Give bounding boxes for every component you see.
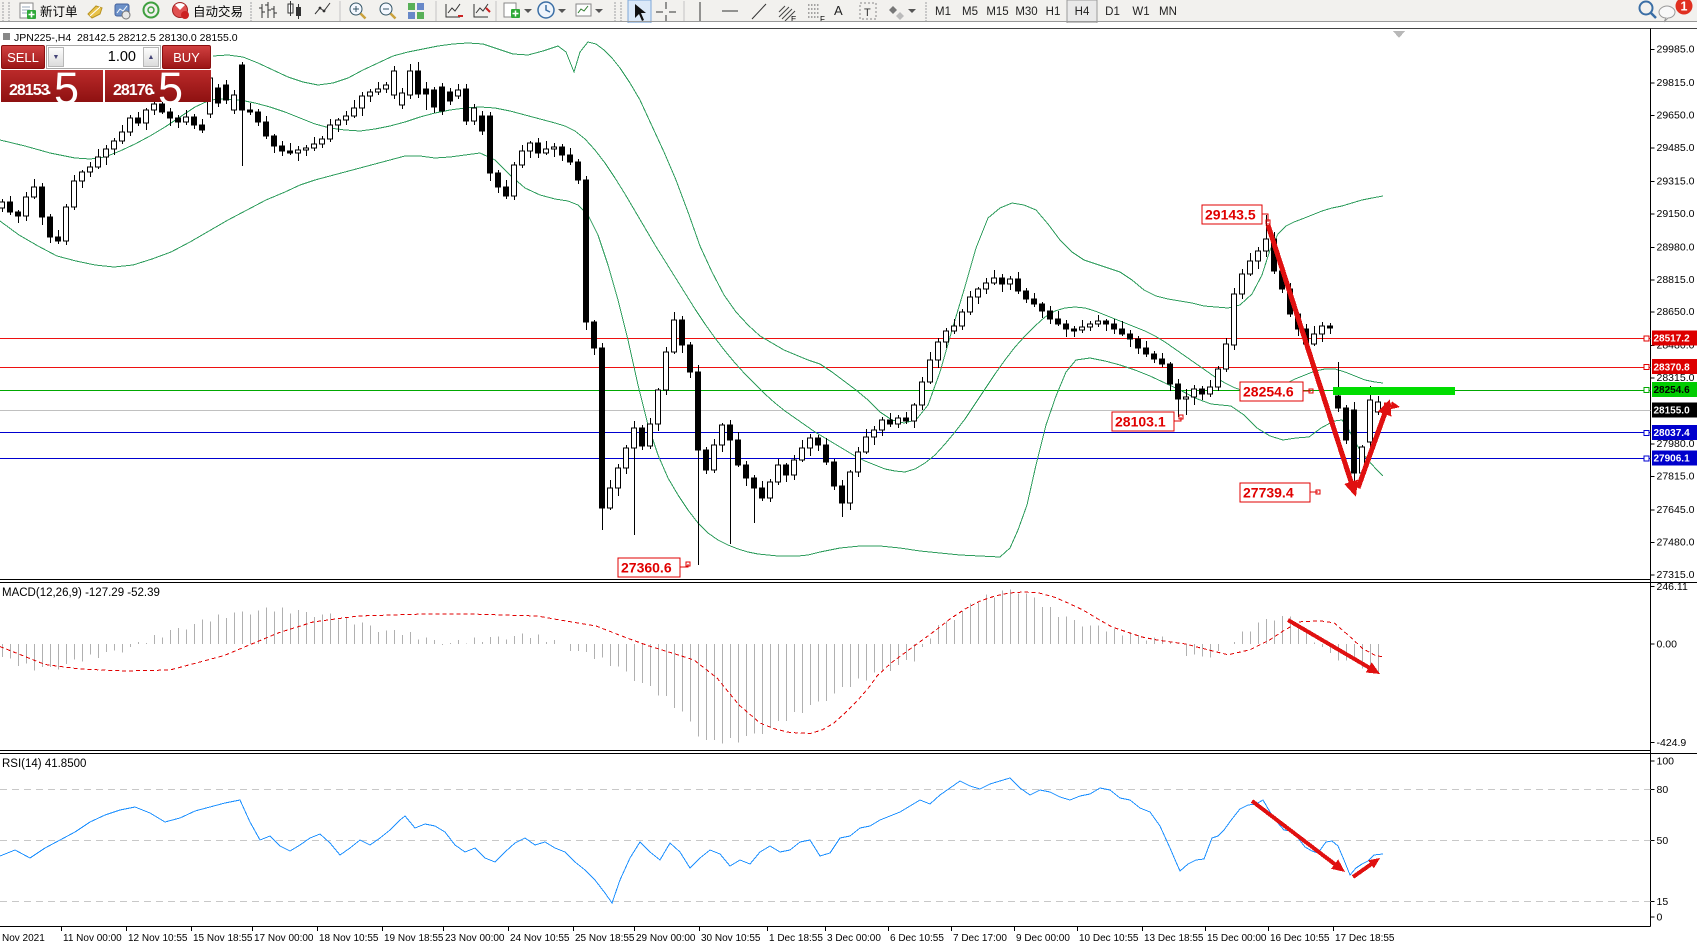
svg-text:A: A [834, 3, 843, 18]
svg-text:M30: M30 [1015, 6, 1037, 18]
svg-text:100: 100 [1657, 756, 1675, 768]
svg-text:9 Dec 00:00: 9 Dec 00:00 [1016, 933, 1070, 944]
svg-text:30 Nov 10:55: 30 Nov 10:55 [701, 933, 761, 944]
svg-text:27980.0: 27980.0 [1657, 438, 1695, 450]
svg-text:28315.0: 28315.0 [1657, 372, 1695, 384]
svg-text:15 Dec 00:00: 15 Dec 00:00 [1207, 933, 1267, 944]
svg-text:27480.0: 27480.0 [1657, 537, 1695, 549]
svg-text:JPN225-,H4 28142.5 28212.5 28: JPN225-,H4 28142.5 28212.5 28130.0 28155… [14, 32, 238, 44]
svg-text:28254.6: 28254.6 [1243, 384, 1294, 400]
svg-text:27815.0: 27815.0 [1657, 471, 1695, 483]
svg-text:7 Dec 17:00: 7 Dec 17:00 [953, 933, 1007, 944]
svg-text:29150.0: 29150.0 [1657, 208, 1695, 220]
svg-text:29143.5: 29143.5 [1205, 207, 1256, 223]
svg-text:新订单: 新订单 [40, 4, 78, 19]
svg-text:M15: M15 [986, 6, 1008, 18]
svg-text:246.11: 246.11 [1657, 581, 1688, 593]
svg-text:29985.0: 29985.0 [1657, 44, 1695, 56]
svg-text:28037.4: 28037.4 [1654, 428, 1691, 439]
svg-text:28815.0: 28815.0 [1657, 274, 1695, 286]
svg-text:T: T [864, 7, 871, 19]
svg-text:3 Dec 00:00: 3 Dec 00:00 [827, 933, 881, 944]
svg-text:24 Nov 10:55: 24 Nov 10:55 [510, 933, 570, 944]
svg-text:15: 15 [1657, 896, 1669, 908]
svg-text:15 Nov 18:55: 15 Nov 18:55 [193, 933, 253, 944]
svg-text:17 Dec 18:55: 17 Dec 18:55 [1335, 933, 1395, 944]
svg-text:29815.0: 29815.0 [1657, 77, 1695, 89]
svg-text:28980.0: 28980.0 [1657, 241, 1695, 253]
svg-text:27739.4: 27739.4 [1243, 485, 1294, 501]
svg-text:27906.1: 27906.1 [1654, 454, 1691, 465]
svg-text:18 Nov 10:55: 18 Nov 10:55 [319, 933, 379, 944]
svg-text:MN: MN [1159, 6, 1177, 18]
svg-text:MACD(12,26,9) -127.29 -52.39: MACD(12,26,9) -127.29 -52.39 [2, 587, 160, 599]
svg-text:H1: H1 [1046, 6, 1061, 18]
svg-text:19 Nov 18:55: 19 Nov 18:55 [384, 933, 444, 944]
svg-text:23 Nov 00:00: 23 Nov 00:00 [445, 933, 505, 944]
svg-text:M1: M1 [935, 6, 951, 18]
svg-text:12 Nov 10:55: 12 Nov 10:55 [128, 933, 188, 944]
svg-text:27360.6: 27360.6 [621, 560, 672, 576]
svg-text:-424.9: -424.9 [1657, 737, 1687, 749]
svg-text:29650.0: 29650.0 [1657, 109, 1695, 121]
svg-text:27315.0: 27315.0 [1657, 569, 1695, 581]
svg-text:F: F [820, 15, 825, 23]
svg-text:28370.8: 28370.8 [1654, 362, 1691, 373]
svg-text:50: 50 [1657, 835, 1669, 847]
svg-text:13 Dec 18:55: 13 Dec 18:55 [1144, 933, 1204, 944]
svg-text:10 Dec 10:55: 10 Dec 10:55 [1079, 933, 1139, 944]
svg-text:6 Dec 10:55: 6 Dec 10:55 [890, 933, 944, 944]
svg-text:Nov 2021: Nov 2021 [2, 933, 45, 944]
svg-text:E: E [791, 15, 796, 23]
svg-text:29 Nov 00:00: 29 Nov 00:00 [636, 933, 696, 944]
svg-text:28155.0: 28155.0 [1654, 406, 1691, 417]
svg-text:28517.2: 28517.2 [1654, 334, 1691, 345]
svg-text:0.00: 0.00 [1657, 638, 1678, 650]
svg-text:80: 80 [1657, 784, 1669, 796]
svg-text:16 Dec 10:55: 16 Dec 10:55 [1270, 933, 1330, 944]
svg-text:1: 1 [1681, 0, 1688, 14]
svg-text:RSI(14) 41.8500: RSI(14) 41.8500 [2, 758, 86, 770]
svg-text:29315.0: 29315.0 [1657, 175, 1695, 187]
svg-text:M5: M5 [962, 6, 978, 18]
svg-text:28254.6: 28254.6 [1654, 385, 1691, 396]
svg-text:28650.0: 28650.0 [1657, 306, 1695, 318]
svg-text:17 Nov 00:00: 17 Nov 00:00 [254, 933, 314, 944]
svg-text:28103.1: 28103.1 [1115, 414, 1166, 430]
svg-text:0: 0 [1657, 912, 1663, 924]
svg-text:11 Nov 00:00: 11 Nov 00:00 [63, 933, 122, 944]
svg-text:29485.0: 29485.0 [1657, 142, 1695, 154]
svg-text:D1: D1 [1105, 6, 1120, 18]
svg-text:27645.0: 27645.0 [1657, 504, 1695, 516]
svg-text:自动交易: 自动交易 [193, 4, 243, 19]
svg-text:1 Dec 18:55: 1 Dec 18:55 [769, 933, 823, 944]
svg-text:25 Nov 18:55: 25 Nov 18:55 [575, 933, 635, 944]
svg-text:H4: H4 [1075, 6, 1090, 18]
svg-text:W1: W1 [1132, 6, 1149, 18]
